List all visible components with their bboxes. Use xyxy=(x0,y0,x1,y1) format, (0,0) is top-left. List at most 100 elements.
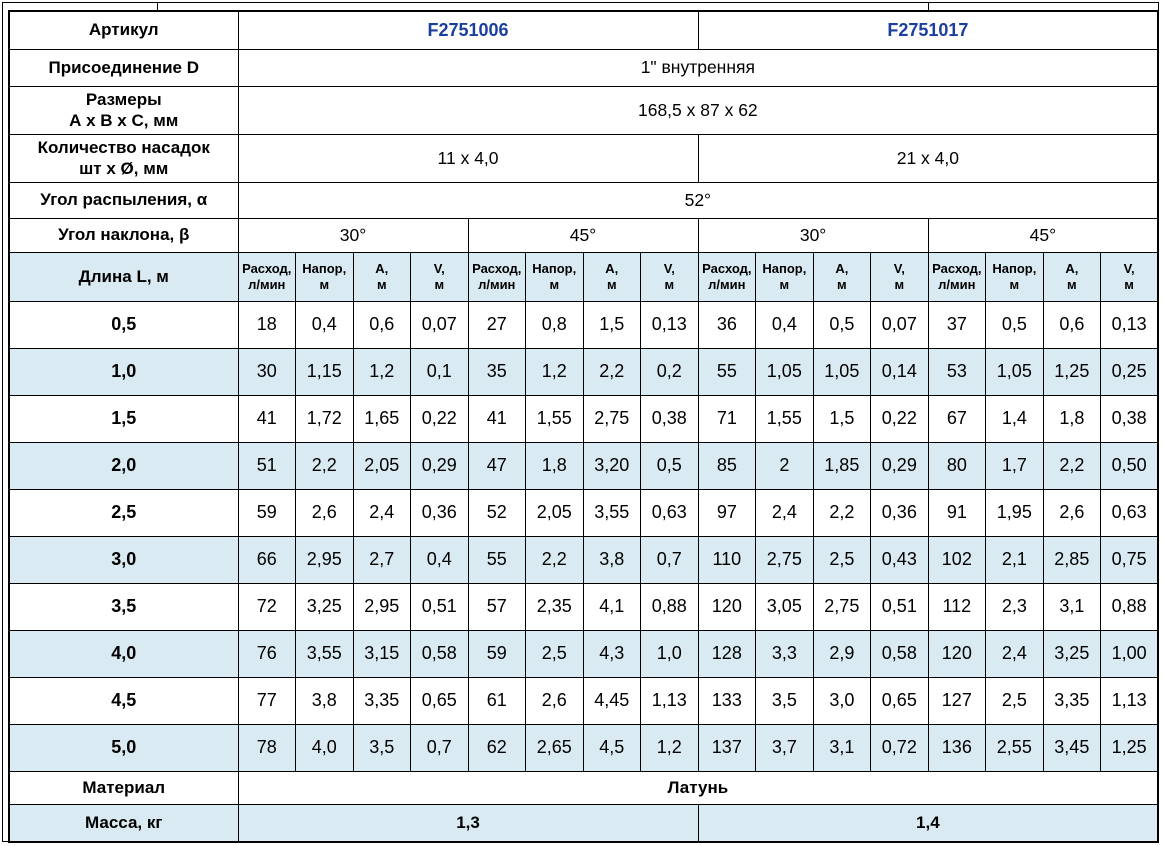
value-cell: 41 xyxy=(237,394,296,443)
value-cell: 0,58 xyxy=(410,629,469,678)
value-cell: 136 xyxy=(927,723,987,772)
value-cell: 52 xyxy=(467,488,526,537)
value-cell: 2,9 xyxy=(812,629,872,678)
value-cell: 0,2 xyxy=(640,347,699,396)
row-label-spray-angle: Угол распыления, α xyxy=(8,181,239,219)
value-cell: 0,38 xyxy=(640,394,699,443)
value-cell: 76 xyxy=(237,629,296,678)
value-cell: 1,7 xyxy=(985,441,1044,490)
value-cell: 0,8 xyxy=(525,300,584,349)
value-cell: 67 xyxy=(927,394,987,443)
value-cell: 1,05 xyxy=(812,347,872,396)
value-cell: 37 xyxy=(927,300,987,349)
value-cell: 66 xyxy=(237,535,296,584)
column-header-head-g4: Напор, м xyxy=(985,251,1044,302)
crop-artifact-tick xyxy=(157,2,158,10)
value-cell: 2,4 xyxy=(985,629,1044,678)
material-value: Латунь xyxy=(237,770,1159,805)
value-cell: 2,6 xyxy=(525,676,584,725)
data-row-length-2,0: 2,0 51 2,2 2,05 0,29 47 1,8 3,20 0,5 85 2 1,85 0,29 8… xyxy=(8,441,1159,490)
value-cell: 57 xyxy=(467,582,526,631)
value-cell: 1,4 xyxy=(985,394,1044,443)
value-cell: 1,0 xyxy=(640,629,699,678)
connection-row: Присоединение D 1" внутренняя xyxy=(8,48,1159,87)
value-cell: 71 xyxy=(697,394,757,443)
column-header-v-g3: V, м xyxy=(870,251,929,302)
value-cell: 2,6 xyxy=(1042,488,1102,537)
value-cell: 3,1 xyxy=(1042,582,1102,631)
value-cell: 2,3 xyxy=(985,582,1044,631)
dimensions-value: 168,5 x 87 x 62 xyxy=(237,85,1159,135)
article-number-2: F2751017 xyxy=(697,10,1159,50)
value-cell: 2,05 xyxy=(352,441,411,490)
value-cell: 112 xyxy=(927,582,987,631)
value-cell: 2,4 xyxy=(755,488,814,537)
column-header-flow-g4: Расход, л/мин xyxy=(927,251,987,302)
mass-value-2: 1,4 xyxy=(697,803,1159,843)
value-cell: 0,5 xyxy=(985,300,1044,349)
value-cell: 55 xyxy=(697,347,757,396)
value-cell: 1,5 xyxy=(582,300,641,349)
value-cell: 1,95 xyxy=(985,488,1044,537)
nozzles-value-1: 11 x 4,0 xyxy=(237,133,699,183)
value-cell: 51 xyxy=(237,441,296,490)
measurements-section: 0,5 18 0,4 0,6 0,07 27 0,8 1,5 0,13 36 0,4 0,5 0,07 3… xyxy=(8,300,1159,772)
row-label-mass: Масса, кг xyxy=(8,803,239,843)
value-cell: 1,13 xyxy=(1100,676,1159,725)
value-cell: 0,38 xyxy=(1100,394,1159,443)
value-cell: 78 xyxy=(237,723,296,772)
data-row-length-4,5: 4,5 77 3,8 3,35 0,65 61 2,6 4,45 1,13 133 3,5 3,0 0,… xyxy=(8,676,1159,725)
value-cell: 137 xyxy=(697,723,757,772)
value-cell: 4,0 xyxy=(295,723,354,772)
column-header-v-g1: V, м xyxy=(410,251,469,302)
value-cell: 3,45 xyxy=(1042,723,1102,772)
article-row: Артикул F2751006 F2751017 xyxy=(8,10,1159,50)
value-cell: 3,8 xyxy=(582,535,641,584)
mass-value-1: 1,3 xyxy=(237,803,699,843)
length-cell: 4,0 xyxy=(8,629,239,678)
value-cell: 0,1 xyxy=(410,347,469,396)
length-cell: 3,5 xyxy=(8,582,239,631)
column-header-a-g2: А, м xyxy=(582,251,641,302)
row-label-article: Артикул xyxy=(8,10,239,50)
value-cell: 0,75 xyxy=(1100,535,1159,584)
value-cell: 0,43 xyxy=(870,535,929,584)
value-cell: 97 xyxy=(697,488,757,537)
value-cell: 0,6 xyxy=(1042,300,1102,349)
value-cell: 0,58 xyxy=(870,629,929,678)
value-cell: 3,55 xyxy=(295,629,354,678)
value-cell: 4,5 xyxy=(582,723,641,772)
value-cell: 4,1 xyxy=(582,582,641,631)
data-row-length-0,5: 0,5 18 0,4 0,6 0,07 27 0,8 1,5 0,13 36 0,4 0,5 0,07 3… xyxy=(8,300,1159,349)
value-cell: 2,5 xyxy=(985,676,1044,725)
value-cell: 0,72 xyxy=(870,723,929,772)
value-cell: 4,45 xyxy=(582,676,641,725)
value-cell: 18 xyxy=(237,300,296,349)
value-cell: 1,65 xyxy=(352,394,411,443)
value-cell: 2,1 xyxy=(985,535,1044,584)
value-cell: 2,35 xyxy=(525,582,584,631)
value-cell: 0,88 xyxy=(1100,582,1159,631)
value-cell: 2,6 xyxy=(295,488,354,537)
value-cell: 1,05 xyxy=(985,347,1044,396)
length-cell: 2,5 xyxy=(8,488,239,537)
value-cell: 3,15 xyxy=(352,629,411,678)
value-cell: 1,55 xyxy=(525,394,584,443)
value-cell: 2,85 xyxy=(1042,535,1102,584)
row-label-material: Материал xyxy=(8,770,239,805)
value-cell: 3,05 xyxy=(755,582,814,631)
column-header-head-g2: Напор, м xyxy=(525,251,584,302)
value-cell: 0,65 xyxy=(870,676,929,725)
row-label-connection: Присоединение D xyxy=(8,48,239,87)
column-header-head-g3: Напор, м xyxy=(755,251,814,302)
value-cell: 2,4 xyxy=(352,488,411,537)
value-cell: 1,05 xyxy=(755,347,814,396)
value-cell: 2,75 xyxy=(755,535,814,584)
crop-artifact-tick xyxy=(928,2,929,10)
value-cell: 3,5 xyxy=(352,723,411,772)
value-cell: 2,05 xyxy=(525,488,584,537)
column-header-head-g1: Напор, м xyxy=(295,251,354,302)
value-cell: 0,6 xyxy=(352,300,411,349)
value-cell: 1,85 xyxy=(812,441,872,490)
value-cell: 62 xyxy=(467,723,526,772)
